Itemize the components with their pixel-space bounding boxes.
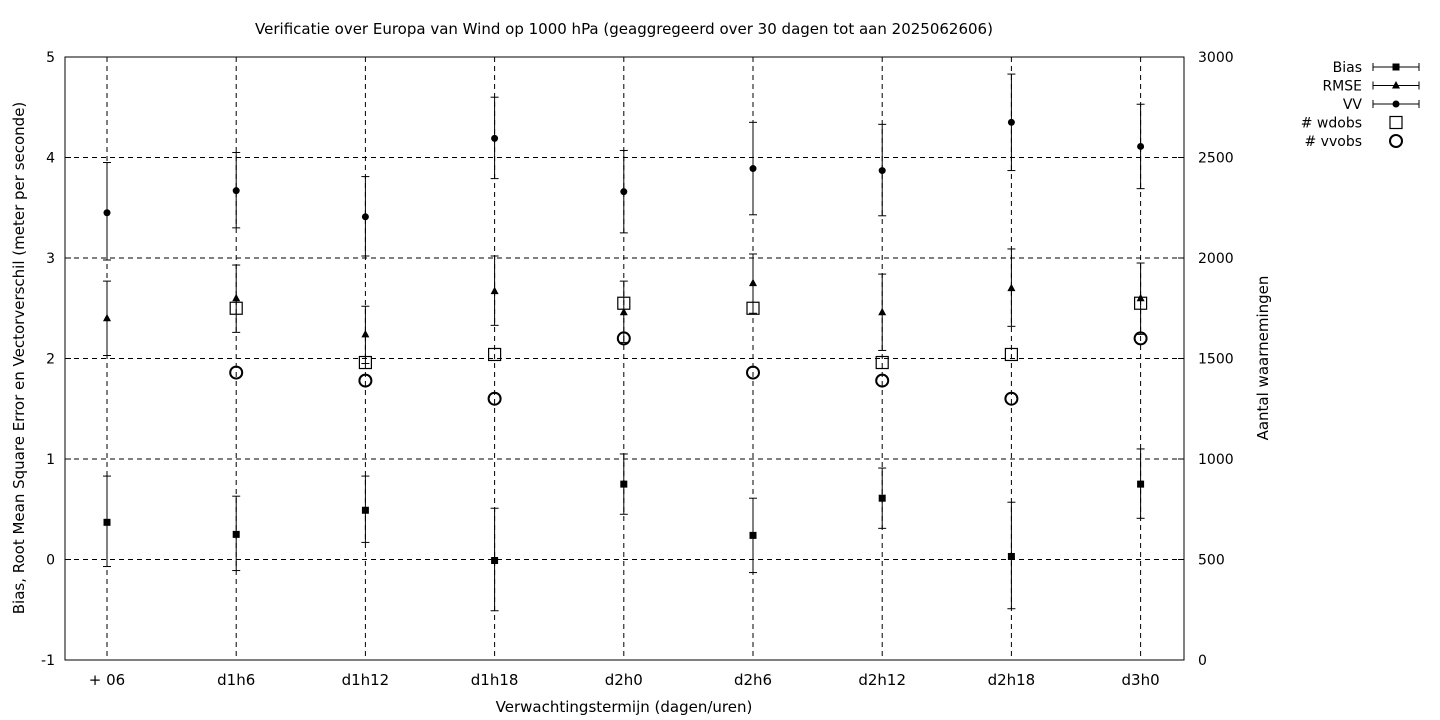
tick-labels: -1 0 1 2 3 4 5 0 500 1000 1500 2000 2500 3000 + 06 d1h6… xyxy=(41,50,1234,689)
axes xyxy=(64,56,1185,661)
rmse-point xyxy=(878,307,887,316)
rmse-point xyxy=(1007,283,1016,292)
wdobs-point xyxy=(875,355,889,370)
wdobs-point xyxy=(617,296,631,310)
y-tick-label: 3 xyxy=(46,251,55,267)
vvobs-point xyxy=(487,391,502,406)
y2-tick-label: 0 xyxy=(1198,653,1207,669)
vvobs-point xyxy=(229,365,244,380)
vvobs-point xyxy=(1004,391,1019,406)
x-tick-label: + 06 xyxy=(89,671,125,689)
y-tick-label: 5 xyxy=(46,50,55,66)
legend-label-wdobs: # wdobs xyxy=(1301,116,1362,132)
x-tick-label: d1h6 xyxy=(217,671,255,689)
y-tick-label: 4 xyxy=(46,151,55,167)
legend-label-vvobs: # vvobs xyxy=(1305,134,1363,150)
vv-point xyxy=(361,213,369,221)
legend-marker-vvobs xyxy=(1389,134,1403,148)
y-tick-label: 0 xyxy=(46,553,55,569)
y2-tick-label: 2000 xyxy=(1198,251,1234,267)
y2-tick-label: 500 xyxy=(1198,553,1225,569)
y2-tick-label: 1000 xyxy=(1198,452,1234,468)
vvobs-point xyxy=(746,365,760,380)
y2-axis-label: Aantal waarnemingen xyxy=(1254,276,1272,441)
vv-point xyxy=(1007,118,1015,126)
x-tick-label: d2h12 xyxy=(858,671,906,689)
wdobs-point xyxy=(746,301,760,315)
y-axis-label: Bias, Root Mean Square Error en Vectorve… xyxy=(10,102,28,615)
rmse-point xyxy=(361,329,370,338)
bias-point xyxy=(878,494,886,502)
y2-tick-label: 3000 xyxy=(1198,50,1234,66)
bias-point xyxy=(232,530,240,538)
rmse-point xyxy=(619,307,628,316)
chart-title: Verificatie over Europa van Wind op 1000… xyxy=(255,20,993,38)
legend: Bias RMSE VV # wdobs # vvobs xyxy=(1301,60,1420,150)
bias-point xyxy=(361,506,369,514)
y-tick-label: 1 xyxy=(46,452,55,468)
vv-point xyxy=(232,187,240,195)
wdobs-point xyxy=(1133,296,1148,310)
vv-point xyxy=(103,209,111,217)
vvobs-point xyxy=(358,373,373,388)
rmse-point xyxy=(232,293,241,302)
x-tick-label: d2h6 xyxy=(734,671,772,689)
bias-point xyxy=(491,557,499,565)
bias-point xyxy=(1137,480,1145,488)
bias-point xyxy=(749,531,757,539)
x-tick-label: d2h18 xyxy=(988,671,1036,689)
x-tick-label: d1h12 xyxy=(342,671,390,689)
series-vvobs xyxy=(229,331,1148,406)
vv-point xyxy=(749,165,757,173)
vvobs-point xyxy=(1133,331,1148,346)
legend-label-bias: Bias xyxy=(1333,60,1362,76)
series-wdobs xyxy=(229,296,1148,370)
series-vv xyxy=(103,73,1145,261)
x-tick-label: d1h18 xyxy=(471,671,519,689)
legend-marker-vv xyxy=(1392,100,1400,108)
series-bias xyxy=(103,448,1145,612)
bias-point xyxy=(103,518,111,526)
series-rmse xyxy=(103,248,1145,365)
wdobs-point xyxy=(358,355,372,370)
legend-label-rmse: RMSE xyxy=(1322,79,1362,95)
legend-marker-bias xyxy=(1392,63,1400,71)
wdobs-point xyxy=(229,301,243,315)
rmse-point xyxy=(749,278,757,287)
y2-tick-label: 2500 xyxy=(1198,151,1234,167)
legend-marker-wdobs xyxy=(1389,115,1403,130)
vv-point xyxy=(878,167,886,175)
rmse-point xyxy=(490,286,499,295)
y-tick-label: 2 xyxy=(46,352,55,368)
bias-point xyxy=(1007,552,1015,560)
x-tick-label: d3h0 xyxy=(1122,671,1160,689)
vv-point xyxy=(1137,142,1145,150)
wdobs-point xyxy=(1004,347,1019,362)
x-axis-label: Verwachtingstermijn (dagen/uren) xyxy=(496,698,753,716)
grid-lines xyxy=(65,57,1184,660)
legend-label-vv: VV xyxy=(1343,97,1363,113)
x-tick-label: d2h0 xyxy=(605,671,643,689)
data-series xyxy=(103,73,1148,612)
rmse-point xyxy=(103,313,111,322)
vv-point xyxy=(620,188,628,196)
y-tick-label: -1 xyxy=(41,653,55,669)
bias-point xyxy=(620,480,628,488)
legend-marker-rmse xyxy=(1392,81,1400,89)
vvobs-point xyxy=(875,373,890,388)
y2-tick-label: 1500 xyxy=(1198,352,1234,368)
vvobs-point xyxy=(616,331,631,346)
wdobs-point xyxy=(488,347,502,362)
vv-point xyxy=(491,134,499,142)
